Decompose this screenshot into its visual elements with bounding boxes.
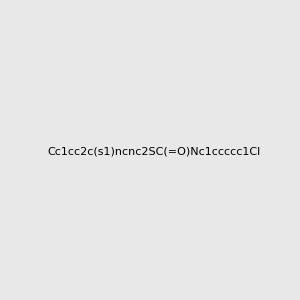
- Text: Cc1cc2c(s1)ncnc2SC(=O)Nc1ccccc1Cl: Cc1cc2c(s1)ncnc2SC(=O)Nc1ccccc1Cl: [47, 146, 260, 157]
